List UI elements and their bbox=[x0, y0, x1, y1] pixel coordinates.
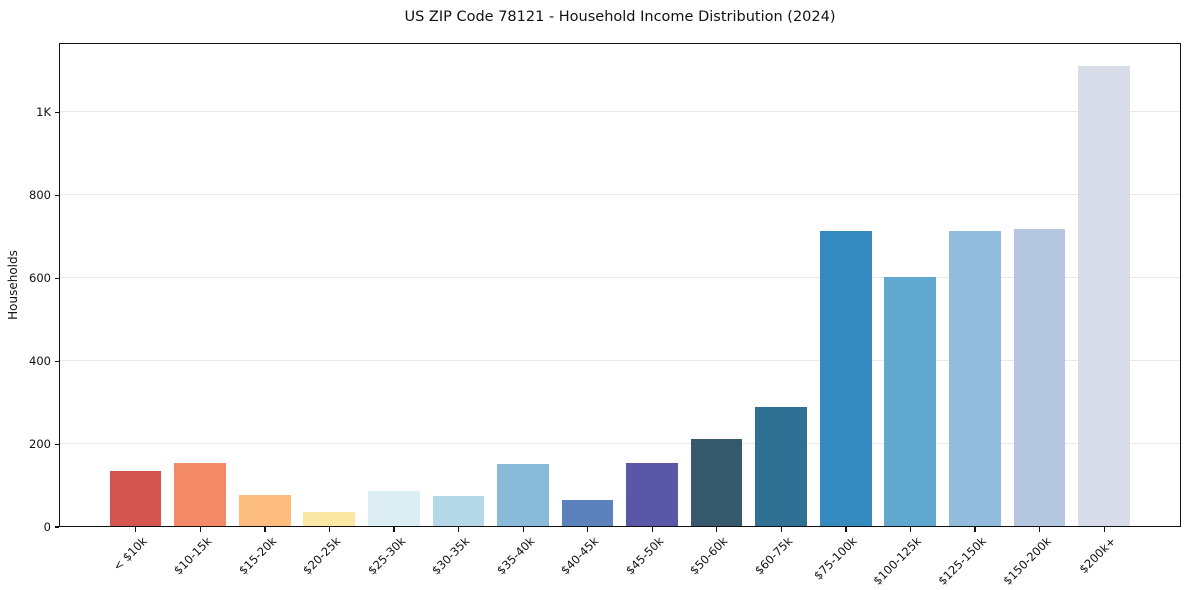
bar bbox=[174, 463, 226, 526]
bar bbox=[1013, 229, 1066, 526]
x-tick-mark bbox=[716, 527, 718, 532]
gridline bbox=[60, 276, 1180, 278]
x-tick-label: $35-40k bbox=[493, 534, 538, 578]
chart-title: US ZIP Code 78121 - Household Income Dis… bbox=[404, 9, 836, 25]
y-tick-mark bbox=[54, 194, 59, 197]
x-tick-label: $75-100k bbox=[811, 534, 860, 583]
x-tick-mark bbox=[135, 527, 137, 532]
y-tick-label: 1K bbox=[36, 105, 51, 120]
y-tick-label: 200 bbox=[29, 436, 51, 451]
bar bbox=[238, 495, 291, 526]
x-tick-label: $15-20k bbox=[235, 534, 279, 578]
x-tick-label: $50-60k bbox=[687, 534, 731, 578]
bar bbox=[949, 231, 1001, 526]
x-tick-mark bbox=[845, 527, 847, 532]
bar bbox=[109, 471, 162, 526]
bar bbox=[755, 406, 807, 526]
y-tick-mark bbox=[54, 443, 59, 445]
x-tick-label: < $10k bbox=[110, 534, 150, 574]
y-tick-label: 800 bbox=[29, 187, 51, 202]
bar bbox=[1078, 66, 1130, 526]
y-tick-mark bbox=[54, 360, 59, 362]
x-tick-mark bbox=[458, 527, 460, 532]
x-tick-mark bbox=[587, 527, 589, 532]
y-tick-mark bbox=[54, 277, 59, 279]
gridline bbox=[60, 194, 1180, 195]
bar bbox=[497, 463, 549, 526]
gridline bbox=[60, 359, 1180, 361]
x-tick-mark bbox=[909, 527, 912, 532]
plot-area bbox=[59, 43, 1181, 527]
x-tick-mark bbox=[651, 527, 653, 532]
x-tick-mark bbox=[974, 527, 976, 532]
x-tick-label: $20-25k bbox=[299, 534, 344, 578]
x-tick-label: $200k+ bbox=[1075, 534, 1119, 577]
y-tick-label: 600 bbox=[29, 270, 51, 285]
bar bbox=[303, 511, 356, 526]
x-tick-label: $25-30k bbox=[364, 534, 408, 578]
bar bbox=[884, 277, 937, 526]
x-tick-mark bbox=[522, 527, 524, 532]
y-tick-label: 400 bbox=[29, 353, 51, 368]
x-tick-mark bbox=[780, 527, 782, 532]
bar bbox=[626, 463, 678, 526]
bar bbox=[819, 230, 872, 526]
bar bbox=[561, 500, 614, 526]
x-tick-label: $45-50k bbox=[622, 534, 667, 578]
x-tick-label: $150-200k bbox=[999, 534, 1054, 588]
x-tick-label: $125-150k bbox=[935, 534, 989, 588]
x-tick-label: $40-45k bbox=[558, 534, 602, 578]
x-tick-mark bbox=[1103, 527, 1105, 532]
gridline bbox=[60, 111, 1180, 113]
y-tick-label: 0 bbox=[43, 519, 51, 534]
x-tick-label: $10-15k bbox=[170, 534, 215, 578]
y-axis-label: Households bbox=[6, 250, 20, 320]
x-tick-mark bbox=[1039, 527, 1041, 532]
bar bbox=[368, 491, 420, 526]
x-tick-mark bbox=[199, 527, 201, 532]
bar bbox=[432, 496, 485, 526]
x-tick-mark bbox=[393, 527, 395, 532]
x-tick-label: $30-35k bbox=[429, 534, 473, 578]
x-tick-mark bbox=[328, 527, 331, 532]
x-tick-mark bbox=[264, 527, 266, 532]
y-tick-mark bbox=[54, 526, 59, 528]
y-tick-mark bbox=[54, 112, 59, 114]
bar bbox=[690, 438, 743, 526]
x-tick-label: $60-75k bbox=[751, 534, 796, 578]
x-tick-label: $100-125k bbox=[870, 534, 925, 588]
gridline bbox=[60, 442, 1180, 444]
